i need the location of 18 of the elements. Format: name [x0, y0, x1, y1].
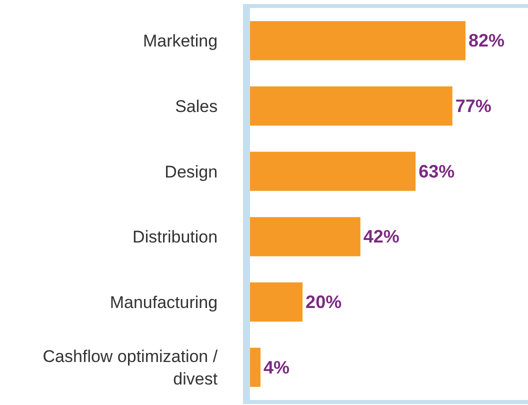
- data-label: 42%: [363, 226, 400, 247]
- data-label: 4%: [264, 357, 290, 378]
- y-tick-label: Cashflow optimization / divest: [42, 347, 218, 388]
- data-label: 77%: [455, 96, 492, 116]
- bar: [250, 152, 416, 191]
- y-tick-label: Sales: [175, 96, 218, 116]
- bar: [250, 86, 452, 126]
- bar: [250, 348, 261, 387]
- data-label: 63%: [418, 161, 455, 182]
- y-tick-label: Marketing: [142, 32, 218, 51]
- y-tick-label: Manufacturing: [110, 292, 218, 312]
- bar: [250, 282, 303, 322]
- bar: [250, 217, 360, 256]
- bar: [250, 21, 466, 60]
- y-tick-label: Distribution: [132, 228, 218, 247]
- data-label: 82%: [468, 30, 505, 51]
- y-tick-label: Design: [164, 162, 218, 182]
- data-label: 20%: [306, 292, 342, 312]
